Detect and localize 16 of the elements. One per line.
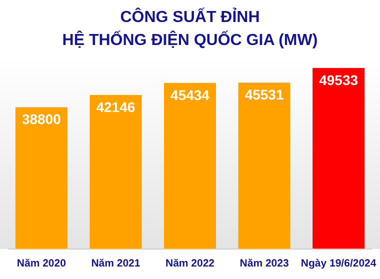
bar [312,68,365,249]
bar [15,107,68,249]
data-label: 45434 [170,86,210,103]
x-tick-label: Năm 2023 [240,257,289,270]
bar [90,94,142,249]
data-label: 38800 [22,111,62,128]
data-label: 42146 [96,98,136,115]
x-tick-label: Năm 2021 [91,257,140,270]
data-label: 45531 [244,86,284,103]
x-tick-label: Năm 2022 [165,257,215,270]
data-label: 49533 [319,72,358,88]
bar [238,82,290,249]
x-tick-label: Năm 2020 [16,257,66,270]
x-tick-label: Ngày 19/6/2024 [300,257,376,270]
bar [164,82,216,249]
chart-title: CÔNG SUẤT ĐỈNH HỆ THỐNG ĐIỆN QUỐC GIA (MW) [62,7,318,49]
